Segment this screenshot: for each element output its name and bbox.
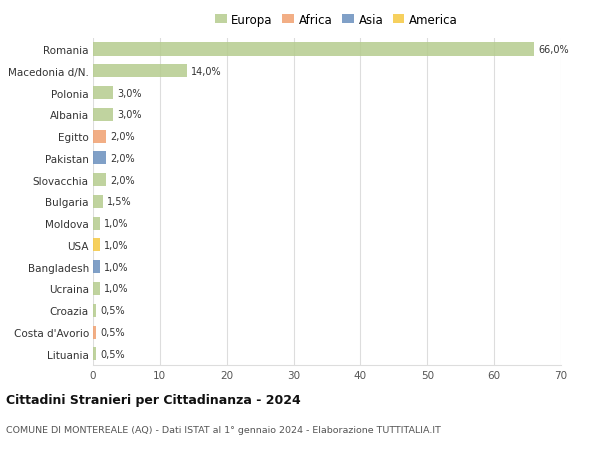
Text: COMUNE DI MONTEREALE (AQ) - Dati ISTAT al 1° gennaio 2024 - Elaborazione TUTTITA: COMUNE DI MONTEREALE (AQ) - Dati ISTAT a… [6, 425, 441, 434]
Bar [93, 174, 106, 187]
Bar [93, 108, 113, 122]
Bar [93, 196, 103, 208]
Text: 14,0%: 14,0% [191, 67, 221, 77]
Text: 2,0%: 2,0% [110, 175, 135, 185]
Text: 0,5%: 0,5% [100, 306, 125, 316]
Text: 2,0%: 2,0% [110, 132, 135, 142]
Bar [93, 261, 100, 274]
Bar [93, 347, 97, 361]
Bar [93, 239, 100, 252]
Text: 1,5%: 1,5% [107, 197, 131, 207]
Bar [93, 282, 100, 296]
Bar [93, 43, 534, 56]
Bar [93, 87, 113, 100]
Text: 0,5%: 0,5% [100, 349, 125, 359]
Bar [93, 304, 97, 317]
Bar [93, 217, 100, 230]
Legend: Europa, Africa, Asia, America: Europa, Africa, Asia, America [215, 14, 458, 27]
Text: 66,0%: 66,0% [538, 45, 569, 55]
Bar [93, 152, 106, 165]
Bar [93, 65, 187, 78]
Bar [93, 130, 106, 143]
Text: 1,0%: 1,0% [104, 262, 128, 272]
Text: 3,0%: 3,0% [117, 88, 142, 98]
Text: 2,0%: 2,0% [110, 153, 135, 163]
Text: 3,0%: 3,0% [117, 110, 142, 120]
Bar [93, 326, 97, 339]
Text: Cittadini Stranieri per Cittadinanza - 2024: Cittadini Stranieri per Cittadinanza - 2… [6, 393, 301, 406]
Text: 0,5%: 0,5% [100, 327, 125, 337]
Text: 1,0%: 1,0% [104, 241, 128, 251]
Text: 1,0%: 1,0% [104, 284, 128, 294]
Text: 1,0%: 1,0% [104, 218, 128, 229]
